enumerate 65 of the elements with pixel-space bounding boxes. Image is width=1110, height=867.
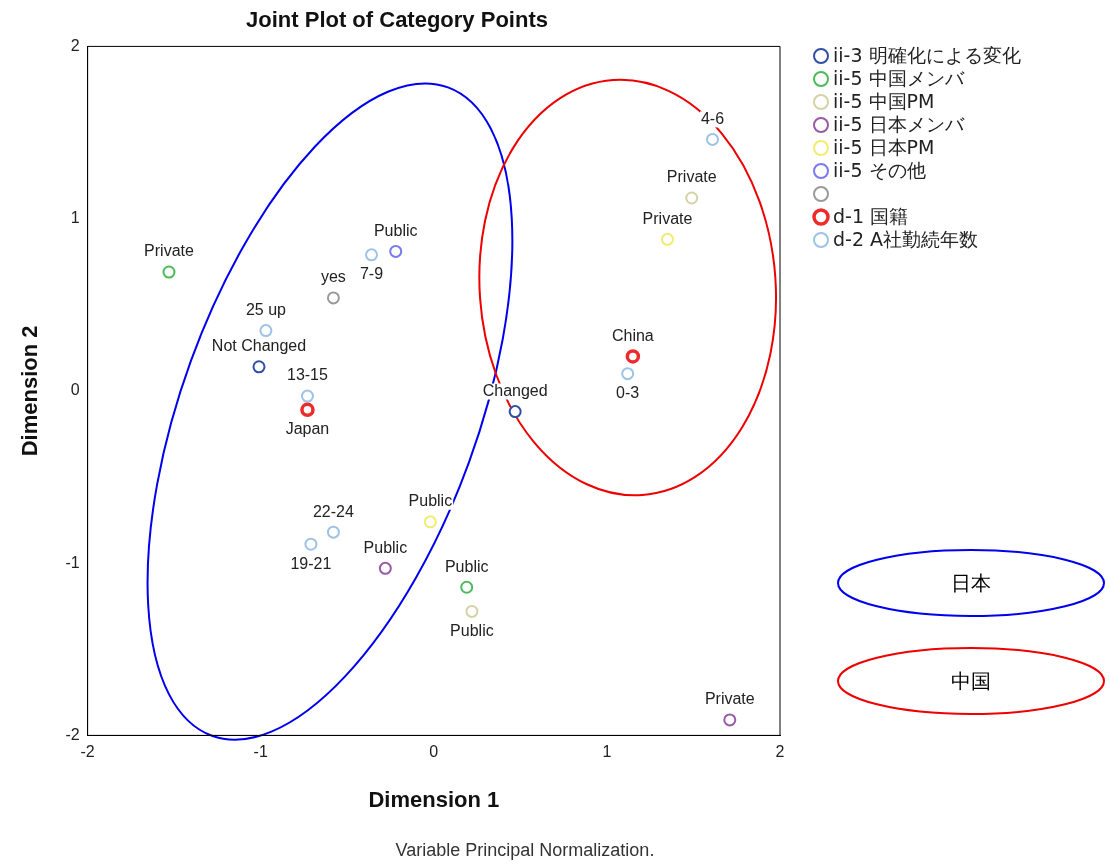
annotation: 13-15 [286,366,329,384]
annotation: Private [666,168,717,186]
y-tick-label: 2 [70,36,80,54]
annotation: 19-21 [290,554,332,572]
annotation: yes [320,268,346,286]
y-tick-label: -2 [65,725,80,743]
x-tick-label: 0 [429,743,439,761]
legend-label: ii-5 その他 [833,159,926,182]
text: Variable Principal Normalization. [394,840,656,861]
legend-label: ii-5 日本PM [833,136,935,159]
annotation: Public [363,538,408,556]
x-axis-title: Dimension 1 [368,786,500,812]
annotation: Private [144,242,194,260]
legend-label: d-1 国籍 [833,205,909,228]
point [300,402,315,418]
point [465,604,479,618]
x-tick-label: 1 [602,743,612,761]
point [252,360,266,374]
y-tick-label: -1 [65,553,80,571]
point [685,191,699,205]
annotation: China [611,326,654,344]
point [625,349,641,364]
point [378,561,392,575]
annotation: Public [444,557,489,575]
point [304,537,318,551]
annotation: Public [408,492,453,510]
text: 日本 [951,569,991,597]
legend-label: ii-3 明確化による変化 [833,44,1021,67]
chart-title: Joint Plot of Category Points [246,7,548,33]
point [259,324,273,338]
point [162,265,176,279]
point [389,244,403,258]
legend-label: ii-5 日本メンバ [833,113,964,136]
y-tick-label: 1 [70,209,80,227]
point [508,405,522,419]
text: 中国 [951,667,991,695]
x-tick-label: 2 [775,743,785,761]
legend-label: d-2 A社勤続年数 [833,228,979,251]
annotation: 22-24 [312,502,354,520]
point [326,525,340,539]
point [460,580,474,594]
point [705,132,719,146]
annotation: Public [450,621,494,639]
y-axis-title: Dimension 2 [17,325,43,457]
y-tick-label: 0 [70,381,80,399]
annotation: Not Changed [211,337,307,355]
point [621,367,635,381]
point [423,515,437,529]
point [365,248,378,262]
point [660,232,674,246]
annotation: 25 up [245,301,287,319]
annotation: 4-6 [700,109,725,127]
legend-label: ii-5 中国PM [833,90,935,113]
annotation: 7-9 [359,265,384,283]
x-tick-label: -1 [253,743,268,761]
point [723,713,737,727]
point [326,291,340,305]
point [300,389,314,403]
legend-label: ii-5 中国メンバ [833,67,964,90]
annotation: Japan [285,420,330,438]
annotation: Public [373,221,418,239]
annotation: Private [642,209,693,227]
annotation: 0-3 [616,384,640,402]
annotation: Changed [482,381,548,399]
annotation: Private [704,690,755,708]
